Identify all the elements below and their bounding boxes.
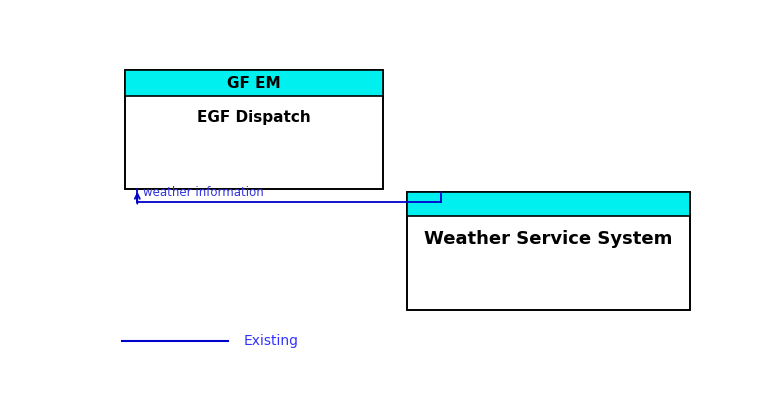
Bar — [407, 192, 690, 309]
Bar — [407, 192, 690, 309]
Bar — [125, 70, 383, 189]
Text: EGF Dispatch: EGF Dispatch — [197, 110, 311, 125]
Text: weather information: weather information — [143, 186, 264, 199]
Text: Existing: Existing — [244, 334, 298, 348]
Text: Weather Service System: Weather Service System — [424, 230, 673, 248]
Bar — [407, 192, 690, 215]
Bar — [125, 70, 383, 189]
Bar — [125, 70, 383, 96]
Text: GF EM: GF EM — [227, 76, 281, 91]
